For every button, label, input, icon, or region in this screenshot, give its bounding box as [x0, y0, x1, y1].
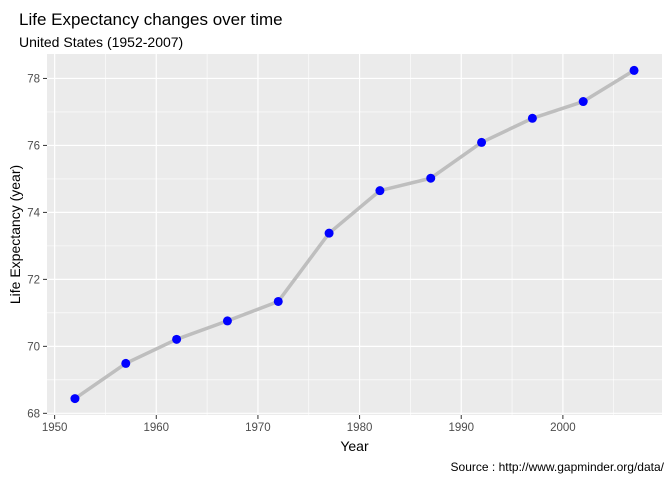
- chart-subtitle: United States (1952-2007): [19, 34, 183, 50]
- x-tick-label: 2000: [550, 422, 576, 434]
- y-tick-label: 78: [27, 73, 40, 85]
- x-axis-title: Year: [340, 438, 369, 454]
- data-point: [578, 97, 588, 107]
- y-axis: 68 70 72 74 76 78: [27, 73, 47, 420]
- data-point: [172, 334, 182, 344]
- y-tick-label: 76: [27, 140, 40, 152]
- data-point: [426, 173, 436, 183]
- chart-title: Life Expectancy changes over time: [19, 10, 283, 29]
- series-line-path: [73, 68, 636, 401]
- x-tick-label: 1950: [42, 422, 68, 434]
- x-tick-label: 1980: [347, 422, 373, 434]
- data-point: [70, 394, 80, 404]
- data-point: [222, 316, 232, 326]
- data-point: [121, 358, 131, 368]
- data-point: [324, 228, 334, 238]
- plot-panel: [47, 54, 662, 415]
- grid-minor: [47, 54, 662, 415]
- data-point: [477, 137, 487, 147]
- x-tick-label: 1970: [245, 422, 271, 434]
- data-point: [375, 186, 385, 196]
- y-tick-label: 68: [27, 408, 40, 420]
- x-tick-label: 1960: [143, 422, 169, 434]
- chart-caption: Source : http://www.gapminder.org/data/: [451, 460, 665, 474]
- x-tick-label: 1990: [448, 422, 474, 434]
- y-tick-label: 72: [27, 274, 40, 286]
- data-point: [527, 113, 537, 123]
- series-line: [73, 68, 636, 401]
- y-axis-title: Life Expectancy (year): [7, 165, 23, 304]
- y-tick-label: 74: [27, 207, 40, 219]
- y-tick-label: 70: [27, 341, 40, 353]
- data-point: [273, 296, 283, 306]
- data-point: [629, 65, 639, 75]
- grid-major: [47, 54, 662, 415]
- x-axis: 1950 1960 1970 1980 1990 2000: [42, 415, 576, 434]
- series-points: [70, 65, 639, 404]
